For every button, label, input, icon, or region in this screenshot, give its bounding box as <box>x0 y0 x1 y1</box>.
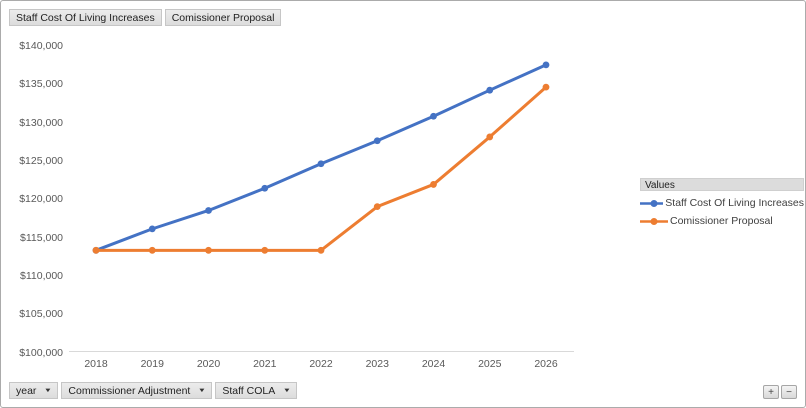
y-axis-tick-label: $100,000 <box>11 347 63 359</box>
x-axis-tick-label: 2025 <box>468 358 512 370</box>
data-point-marker[interactable] <box>374 137 381 144</box>
expand-collapse-buttons: + − <box>763 385 797 399</box>
y-axis-tick-label: $110,000 <box>11 270 63 282</box>
series-line-staff-cost-of-living-increases[interactable] <box>96 65 546 250</box>
series-comissioner-proposal[interactable] <box>93 84 550 254</box>
data-point-marker[interactable] <box>374 203 381 210</box>
x-axis-tick-label: 2021 <box>243 358 287 370</box>
data-point-marker[interactable] <box>149 225 156 232</box>
data-point-marker[interactable] <box>430 113 437 120</box>
series-staff-cost-of-living-increases[interactable] <box>93 61 550 253</box>
x-axis-tick-label: 2026 <box>524 358 568 370</box>
y-axis-tick-label: $140,000 <box>11 40 63 52</box>
legend-entry-comissioner-proposal: Comissioner Proposal <box>640 215 804 227</box>
dropdown-arrow-icon: ▼ <box>44 388 52 394</box>
collapse-entire-field-button[interactable]: − <box>781 385 797 399</box>
y-axis-tick-label: $130,000 <box>11 117 63 129</box>
data-point-marker[interactable] <box>205 207 212 214</box>
data-point-marker[interactable] <box>205 247 212 254</box>
y-axis-tick-label: $120,000 <box>11 193 63 205</box>
legend-entry-staff-cost-of-living-increases: Staff Cost Of Living Increases <box>640 197 804 209</box>
y-axis-tick-label: $125,000 <box>11 155 63 167</box>
dropdown-arrow-icon: ▼ <box>283 388 291 394</box>
data-point-marker[interactable] <box>486 134 493 141</box>
data-point-marker[interactable] <box>318 160 325 167</box>
field-button-label: Commissioner Adjustment <box>68 385 190 397</box>
x-axis-tick-label: 2020 <box>187 358 231 370</box>
y-axis-tick-label: $115,000 <box>11 232 63 244</box>
y-axis-tick-label: $135,000 <box>11 78 63 90</box>
dropdown-arrow-icon: ▼ <box>198 388 206 394</box>
x-axis-tick-label: 2019 <box>130 358 174 370</box>
field-button-label: year <box>16 385 36 397</box>
legend-entry-label: Comissioner Proposal <box>670 215 773 227</box>
legend: Values Staff Cost Of Living Increases Com… <box>640 178 804 227</box>
data-point-marker[interactable] <box>93 247 100 254</box>
x-axis-tick-label: 2022 <box>299 358 343 370</box>
legend-line-marker-icon <box>640 217 668 226</box>
bottom-field-buttons: year ▼ Commissioner Adjustment ▼ Staff COLA ▼ <box>9 382 297 399</box>
data-point-marker[interactable] <box>261 247 268 254</box>
legend-line-marker-icon <box>640 199 663 208</box>
data-point-marker[interactable] <box>261 185 268 192</box>
axis-field-button-commissioner-adjustment[interactable]: Commissioner Adjustment ▼ <box>61 382 212 399</box>
data-point-marker[interactable] <box>543 84 550 91</box>
y-axis-tick-label: $105,000 <box>11 308 63 320</box>
field-button-label: Staff COLA <box>222 385 275 397</box>
legend-items: Staff Cost Of Living Increases Comissione… <box>640 197 804 227</box>
x-axis-tick-label: 2024 <box>412 358 456 370</box>
data-point-marker[interactable] <box>430 181 437 188</box>
data-point-marker[interactable] <box>486 87 493 94</box>
data-point-marker[interactable] <box>543 61 550 68</box>
expand-entire-field-button[interactable]: + <box>763 385 779 399</box>
data-point-marker[interactable] <box>318 247 325 254</box>
axis-field-button-staff-cola[interactable]: Staff COLA ▼ <box>215 382 297 399</box>
legend-values-field-button[interactable]: Values <box>640 178 804 191</box>
x-axis-tick-label: 2023 <box>355 358 399 370</box>
axis-field-button-year[interactable]: year ▼ <box>9 382 58 399</box>
x-axis-tick-label: 2018 <box>74 358 118 370</box>
data-point-marker[interactable] <box>149 247 156 254</box>
pivot-chart-window: Staff Cost Of Living Increases Comissione… <box>0 0 806 408</box>
legend-entry-label: Staff Cost Of Living Increases <box>665 197 804 209</box>
